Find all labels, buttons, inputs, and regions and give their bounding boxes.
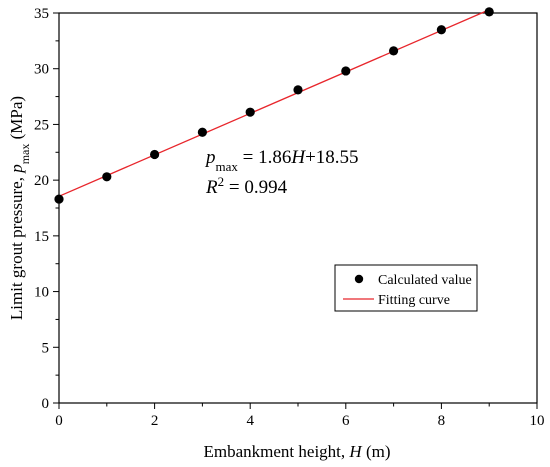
y-tick-label: 30 <box>34 62 49 78</box>
y-tick-label: 20 <box>34 173 49 189</box>
data-point <box>197 127 207 137</box>
y-tick-label: 0 <box>42 396 50 412</box>
y-tick-label: 5 <box>42 340 50 356</box>
x-tick-label: 2 <box>151 413 159 429</box>
legend-label-fit: Fitting curve <box>378 293 450 308</box>
y-tick-label: 35 <box>34 6 49 22</box>
legend-box <box>334 264 478 312</box>
fit-equation: pmax = 1.86H+18.55 <box>204 147 359 174</box>
x-tick-label: 4 <box>246 413 254 429</box>
x-axis-title: Embankment height, H (m) <box>204 442 391 461</box>
data-point <box>150 149 160 160</box>
legend-label-calculated: Calculated value <box>378 273 472 288</box>
plot-frame <box>58 12 538 404</box>
y-axis: 0 5 10 15 20 25 30 35 <box>34 6 59 412</box>
y-tick-label: 10 <box>34 285 49 301</box>
data-point <box>436 25 446 35</box>
x-tick-label: 10 <box>530 413 545 429</box>
legend-marker-calculated <box>354 274 364 284</box>
x-axis: 0 2 4 6 8 10 <box>55 403 545 429</box>
fitting-curve-line <box>58 9 490 197</box>
data-point <box>54 194 64 204</box>
legend: Calculated value Fitting curve <box>334 264 478 312</box>
data-point <box>245 107 255 117</box>
y-tick-label: 25 <box>34 117 49 133</box>
y-axis-title: Limit grout pressure, pmax (MPa) <box>7 96 32 320</box>
data-point <box>102 172 112 182</box>
data-point <box>341 66 351 76</box>
x-tick-label: 6 <box>342 413 350 429</box>
data-point <box>389 46 399 56</box>
data-point <box>484 7 494 17</box>
data-point <box>293 85 303 95</box>
y-tick-label: 15 <box>34 229 49 245</box>
r-squared: R2 = 0.994 <box>205 174 288 199</box>
x-tick-label: 0 <box>55 413 63 429</box>
calculated-value-points <box>54 7 494 204</box>
x-tick-label: 8 <box>438 413 446 429</box>
